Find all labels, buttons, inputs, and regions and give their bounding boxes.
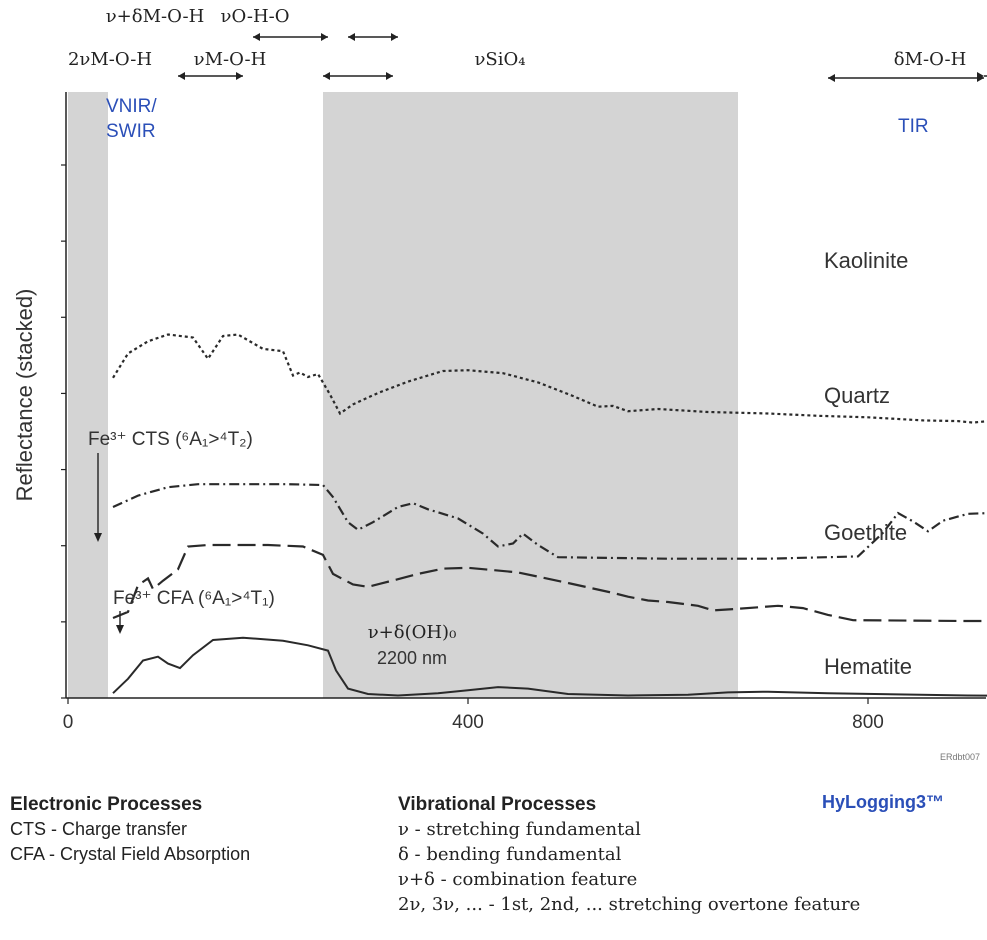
x-tick-label: 400: [452, 712, 484, 733]
electronic-item: CTS - Charge transfer: [10, 819, 188, 839]
vibrational-item: ν - stretching fundamental: [398, 819, 641, 840]
series-line-kaolinite: [112, 333, 987, 424]
series-line-hematite: [112, 636, 987, 697]
vibrational-legend: Vibrational Processes ν - stretching fun…: [398, 792, 860, 917]
spectra-chart: 040080012001600 VNIR/SWIRTIRKaoliniteQua…: [12, 6, 987, 733]
annotation-cfa: Fe³⁺ CFA (⁶A₁>⁴T₁): [113, 588, 275, 609]
series-label-kaolinite: Kaolinite: [824, 248, 908, 273]
band-arrowhead: [236, 72, 243, 80]
annotation-combination: ν+δ(OH)₀: [368, 622, 457, 643]
label-layer: VNIR/SWIR TIR Kaolinite Quartz Goethite Hemat…: [12, 96, 929, 679]
band-arrowhead: [178, 72, 185, 80]
series-line-quartz: [112, 483, 987, 560]
vibrational-title: Vibrational Processes: [398, 794, 597, 815]
axes-layer: [65, 92, 986, 699]
vibrational-item: ν+δ - combination feature: [398, 869, 638, 890]
band-annotation-layer: ν+δM-O-H νO-H-O 2νM-O-H νM-O-H νSiO₄ δM-O-H: [68, 6, 987, 82]
series-layer: [112, 333, 987, 697]
band-label: ν+δM-O-H: [106, 6, 205, 27]
x-tick-label: 800: [852, 712, 884, 733]
band-arrowhead: [348, 33, 355, 41]
series-label-hematite: Hematite: [824, 654, 912, 679]
series-label-quartz: Quartz: [824, 383, 890, 408]
region-label-swir: SWIR: [106, 121, 156, 142]
band-label: νO-H-O: [221, 6, 290, 27]
electronic-title: Electronic Processes: [10, 794, 203, 815]
annotation-arrowhead: [116, 625, 124, 634]
vibrational-item: δ - bending fundamental: [398, 844, 622, 865]
annotation-cts: Fe³⁺ CTS (⁶A₁>⁴T₂): [88, 429, 253, 450]
band-arrowhead: [977, 72, 984, 80]
region-label-vnir: VNIR/: [106, 96, 157, 117]
band-label: νSiO₄: [474, 49, 525, 70]
tick-layer: 040080012001600: [61, 164, 884, 733]
shaded-region: [68, 92, 108, 698]
annotation-2200nm: 2200 nm: [377, 648, 447, 668]
brand-label: HyLogging3™: [822, 792, 944, 812]
band-arrowhead: [323, 72, 330, 80]
band-arrowhead: [391, 33, 398, 41]
electronic-legend: Electronic Processes CTS - Charge transf…: [10, 792, 250, 867]
series-label-goethite: Goethite: [824, 520, 907, 545]
band-label: νM-O-H: [194, 49, 267, 70]
band-label: δM-O-H: [894, 49, 967, 70]
y-axis-title: Reflectance (stacked): [12, 289, 37, 502]
band-arrowhead: [386, 72, 393, 80]
band-arrowhead: [828, 74, 835, 82]
band-label: 2νM-O-H: [68, 49, 152, 70]
region-label-tir: TIR: [898, 116, 929, 137]
band-arrowhead: [321, 33, 328, 41]
electronic-item: CFA - Crystal Field Absorption: [10, 844, 251, 864]
series-line-goethite: [112, 543, 987, 623]
band-arrowhead: [253, 33, 260, 41]
annotation-arrowhead: [94, 533, 102, 542]
shaded-region: [323, 92, 738, 698]
figure-code: ERdbt007: [940, 752, 981, 762]
x-tick-label: 0: [63, 712, 74, 733]
shaded-regions: [68, 92, 738, 698]
vibrational-item: 2ν, 3ν, ... - 1st, 2nd, ... stretching o…: [398, 894, 861, 915]
